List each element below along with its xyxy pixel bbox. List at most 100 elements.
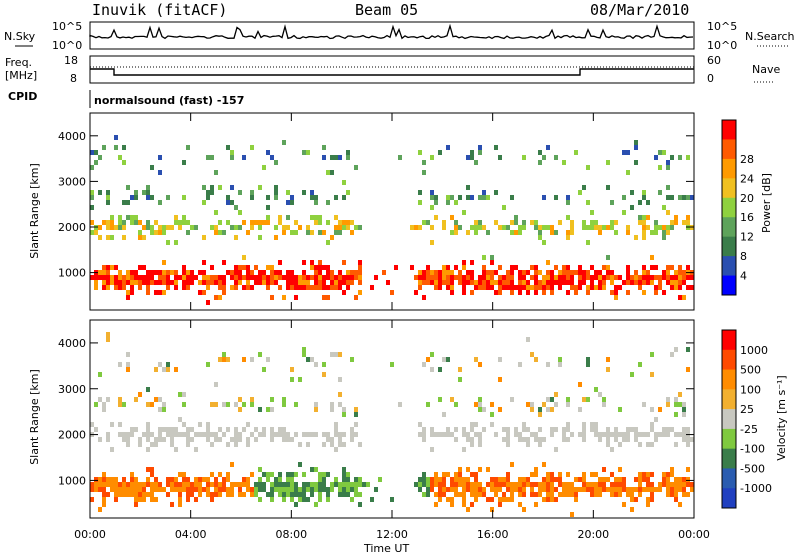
heatmap-cell bbox=[602, 402, 606, 407]
heatmap-cell bbox=[198, 482, 202, 487]
heatmap-cell bbox=[286, 190, 290, 195]
heatmap-cell bbox=[686, 285, 690, 290]
heatmap-cell bbox=[554, 402, 558, 407]
heatmap-cell bbox=[122, 437, 126, 442]
heatmap-cell bbox=[566, 230, 570, 235]
heatmap-cell bbox=[686, 437, 690, 442]
heatmap-cell bbox=[110, 225, 114, 230]
heatmap-cell bbox=[270, 482, 274, 487]
heatmap-cell bbox=[278, 220, 282, 225]
heatmap-cell bbox=[666, 195, 670, 200]
heatmap-cell bbox=[350, 432, 354, 437]
heatmap-cell bbox=[282, 140, 286, 145]
heatmap-cell bbox=[482, 407, 486, 412]
heatmap-cell bbox=[182, 432, 186, 437]
heatmap-cell bbox=[354, 487, 358, 492]
heatmap-cell bbox=[474, 472, 478, 477]
heatmap-cell bbox=[450, 502, 454, 507]
heatmap-cell bbox=[666, 165, 670, 170]
heatmap-cell bbox=[158, 397, 162, 402]
heatmap-cell bbox=[130, 427, 134, 432]
heatmap-cell bbox=[550, 280, 554, 285]
heatmap-cell bbox=[594, 422, 598, 427]
heatmap-cell bbox=[670, 280, 674, 285]
heatmap-cell bbox=[166, 367, 170, 372]
heatmap-cell bbox=[430, 427, 434, 432]
heatmap-cell bbox=[330, 280, 334, 285]
heatmap-cell bbox=[542, 275, 546, 280]
heatmap-cell bbox=[482, 195, 486, 200]
heatmap-cell bbox=[458, 377, 462, 382]
heatmap-cell bbox=[438, 397, 442, 402]
heatmap-cell bbox=[642, 290, 646, 295]
heatmap-cell bbox=[206, 155, 210, 160]
heatmap-cell bbox=[106, 285, 110, 290]
heatmap-cell bbox=[182, 402, 186, 407]
heatmap-cell bbox=[478, 432, 482, 437]
heatmap-cell bbox=[98, 482, 102, 487]
heatmap-cell bbox=[498, 225, 502, 230]
heatmap-cell bbox=[646, 442, 650, 447]
heatmap-cell bbox=[190, 487, 194, 492]
heatmap-cell bbox=[158, 270, 162, 275]
heatmap-cell bbox=[626, 275, 630, 280]
heatmap-cell bbox=[610, 487, 614, 492]
heatmap-cell bbox=[506, 477, 510, 482]
heatmap-cell bbox=[654, 230, 658, 235]
heatmap-cell bbox=[646, 432, 650, 437]
heatmap-cell bbox=[562, 280, 566, 285]
heatmap-cell bbox=[158, 280, 162, 285]
heatmap-cell bbox=[646, 280, 650, 285]
heatmap-cell bbox=[510, 487, 514, 492]
heatmap-cell bbox=[618, 487, 622, 492]
heatmap-cell bbox=[426, 477, 430, 482]
heatmap-cell bbox=[522, 225, 526, 230]
heatmap-cell bbox=[302, 352, 306, 357]
colorbar-tick-label: 500 bbox=[740, 364, 761, 377]
heatmap-cell bbox=[554, 487, 558, 492]
heatmap-cell bbox=[454, 230, 458, 235]
heatmap-cell bbox=[418, 150, 422, 155]
heatmap-cell bbox=[118, 275, 122, 280]
heatmap-cell bbox=[534, 265, 538, 270]
heatmap-cell bbox=[654, 417, 658, 422]
heatmap-cell bbox=[490, 487, 494, 492]
heatmap-cell bbox=[618, 285, 622, 290]
heatmap-cell bbox=[326, 497, 330, 502]
heatmap-cell bbox=[538, 270, 542, 275]
heatmap-cell bbox=[630, 190, 634, 195]
heatmap-cell bbox=[598, 225, 602, 230]
heatmap-cell bbox=[130, 487, 134, 492]
heatmap-cell bbox=[498, 285, 502, 290]
heatmap-cell bbox=[286, 275, 290, 280]
heatmap-cell bbox=[166, 195, 170, 200]
heatmap-cell bbox=[430, 447, 434, 452]
heatmap-cell bbox=[590, 472, 594, 477]
heatmap-cell bbox=[626, 270, 630, 275]
heatmap-cell bbox=[298, 497, 302, 502]
heatmap-cell bbox=[114, 477, 118, 482]
heatmap-cell bbox=[654, 285, 658, 290]
heatmap-cell bbox=[226, 145, 230, 150]
heatmap-cell bbox=[422, 472, 426, 477]
heatmap-cell bbox=[194, 432, 198, 437]
heatmap-cell bbox=[134, 215, 138, 220]
heatmap-cell bbox=[374, 487, 378, 492]
heatmap-cell bbox=[102, 487, 106, 492]
heatmap-cell bbox=[462, 447, 466, 452]
heatmap-cell bbox=[658, 190, 662, 195]
heatmap-cell bbox=[190, 275, 194, 280]
heatmap-cell bbox=[606, 432, 610, 437]
heatmap-cell bbox=[426, 270, 430, 275]
heatmap-cell bbox=[678, 280, 682, 285]
heatmap-cell bbox=[290, 377, 294, 382]
heatmap-cell bbox=[146, 285, 150, 290]
heatmap-cell bbox=[134, 280, 138, 285]
heatmap-cell bbox=[606, 427, 610, 432]
heatmap-cell bbox=[546, 482, 550, 487]
heatmap-cell bbox=[630, 507, 634, 512]
heatmap-cell bbox=[450, 285, 454, 290]
heatmap-cell bbox=[462, 502, 466, 507]
heatmap-cell bbox=[146, 467, 150, 472]
heatmap-cell bbox=[162, 280, 166, 285]
